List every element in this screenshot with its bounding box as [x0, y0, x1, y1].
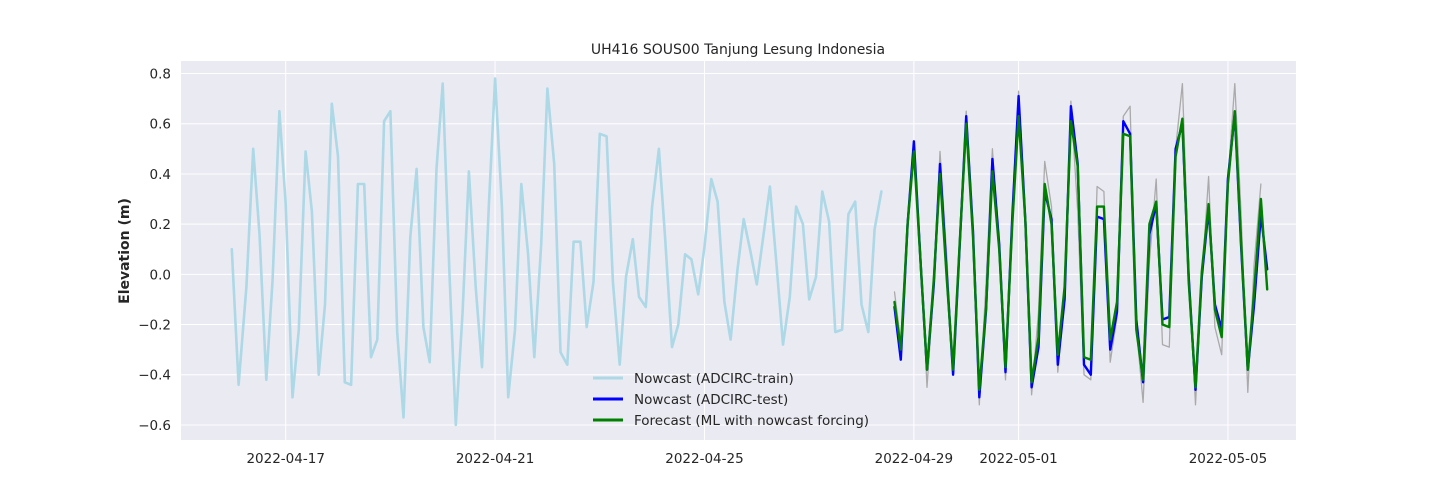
y-tick-label-3: 0.0 — [150, 267, 171, 283]
x-tick-label-5: 2022-05-05 — [1189, 451, 1267, 467]
y-tick-label-4: 0.2 — [150, 217, 171, 233]
y-axis: −0.6 −0.4 −0.2 0.0 0.2 0.4 0.6 0.8 — [138, 67, 171, 434]
y-axis-label: Elevation (m) — [117, 198, 133, 304]
y-tick-label-5: 0.4 — [150, 167, 171, 183]
y-tick-label-1: −0.4 — [138, 368, 171, 384]
x-tick-label-0: 2022-04-17 — [246, 451, 324, 467]
x-tick-label-4: 2022-05-01 — [979, 451, 1057, 467]
x-tick-label-2: 2022-04-25 — [665, 451, 743, 467]
y-tick-label-6: 0.6 — [150, 117, 171, 133]
legend-label-test: Nowcast (ADCIRC-test) — [634, 392, 788, 408]
y-tick-label-0: −0.6 — [138, 418, 171, 434]
y-tick-label-7: 0.8 — [150, 67, 171, 83]
x-axis: 2022-04-17 2022-04-21 2022-04-25 2022-04-29… — [246, 451, 1267, 467]
y-tick-label-2: −0.2 — [138, 318, 171, 334]
x-tick-label-3: 2022-04-29 — [875, 451, 953, 467]
legend-label-forecast: Forecast (ML with nowcast forcing) — [634, 413, 869, 429]
chart-title: UH416 SOUS00 Tanjung Lesung Indonesia — [591, 42, 885, 58]
x-tick-label-1: 2022-04-21 — [456, 451, 534, 467]
legend-label-train: Nowcast (ADCIRC-train) — [634, 371, 794, 387]
